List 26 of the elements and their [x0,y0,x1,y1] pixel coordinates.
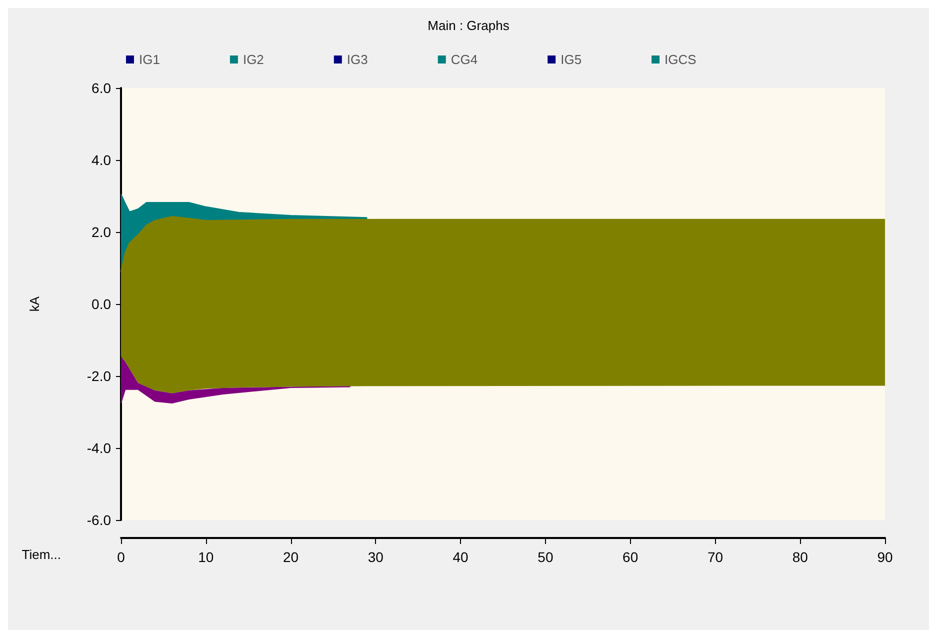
y-tick-label: -2.0 [86,368,112,384]
x-tick-label: 60 [622,549,638,565]
legend-label: CG4 [450,52,478,67]
x-tick-label: 70 [707,549,724,565]
x-tick-label: 40 [452,549,469,565]
y-tick-label: 0.0 [92,296,112,312]
y-axis-title: kA [27,296,42,312]
y-tick-label: 4.0 [92,152,112,168]
x-tick-label: 90 [877,549,893,565]
chart-title: Main : Graphs [428,18,510,33]
legend-label: IG5 [560,52,582,67]
legend-label: IG1 [139,52,160,67]
legend-label: IG2 [242,52,264,67]
legend-label: IG3 [346,52,368,67]
y-tick-label: 6.0 [92,80,112,96]
y-tick-label: -6.0 [86,512,112,528]
x-tick-label: 20 [282,549,299,565]
y-tick-label: 2.0 [92,224,112,240]
x-axis-title: Tiem... [22,547,61,562]
x-tick-label: 30 [368,549,384,565]
x-tick-label: 80 [792,549,808,565]
x-tick-label: 10 [198,549,214,565]
x-tick-label: 50 [538,549,554,565]
y-tick-label: -4.0 [86,440,112,456]
legend-label: IGCS [664,52,697,67]
x-tick-label: 0 [117,549,126,565]
